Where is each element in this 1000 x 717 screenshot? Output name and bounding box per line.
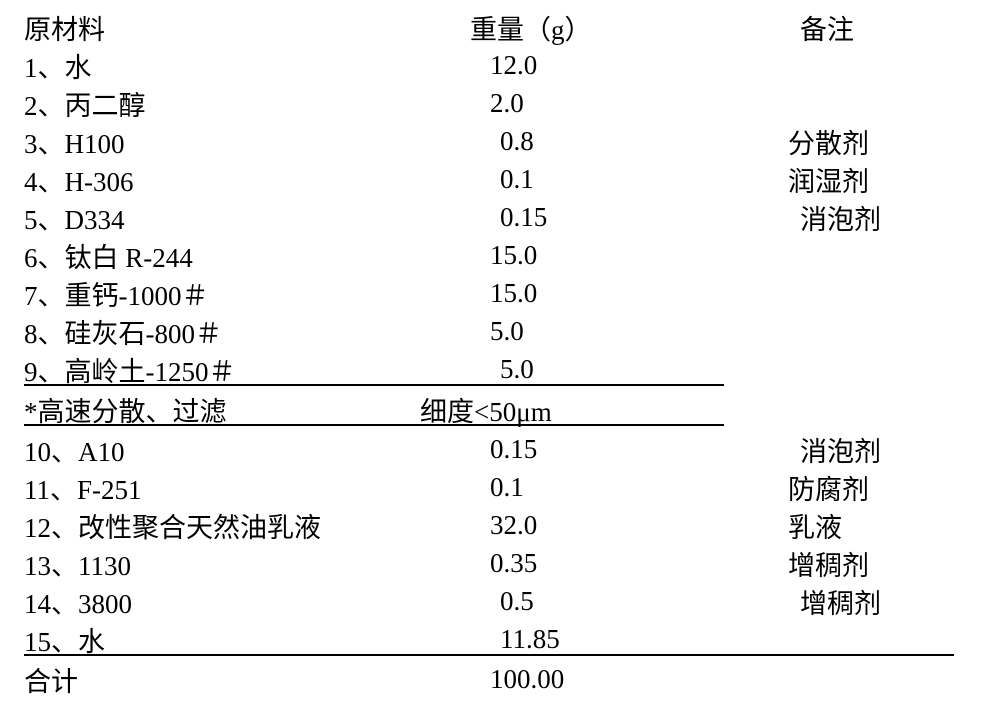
- cell-material: 12、改性聚合天然油乳液: [24, 506, 321, 545]
- cell-material: 9、高岭土-1250＃: [24, 350, 236, 389]
- cell-weight: 5.0: [490, 316, 524, 347]
- footer-rule: [24, 654, 954, 656]
- cell-material: 13、1130: [24, 544, 131, 583]
- section-row: *高速分散、过滤 细度<50μm: [0, 390, 1000, 428]
- footer-total-label: 合计: [24, 660, 78, 699]
- cell-material: 1、水: [24, 46, 92, 85]
- cell-note: 消泡剂: [800, 198, 881, 237]
- cell-note: 增稠剂: [788, 544, 869, 583]
- header-material: 原材料: [24, 8, 105, 47]
- cell-material: 8、硅灰石-800＃: [24, 312, 222, 351]
- table-row: 9、高岭土-1250＃ 5.0: [0, 350, 1000, 388]
- cell-weight: 15.0: [490, 278, 537, 309]
- table-row: 7、重钙-1000＃ 15.0: [0, 274, 1000, 312]
- cell-weight: 2.0: [490, 88, 524, 119]
- formulation-table: 原材料 重量（g） 备注 1、水 12.0 2、丙二醇 2.0 3、H100 0.8 分散剂…: [0, 0, 1000, 717]
- cell-material: 2、丙二醇: [24, 84, 146, 123]
- cell-weight: 12.0: [490, 50, 537, 81]
- cell-note: 消泡剂: [800, 430, 881, 469]
- header-weight: 重量（g）: [470, 8, 592, 47]
- header-note: 备注: [800, 8, 854, 47]
- cell-material: 14、3800: [24, 582, 132, 621]
- table-row: 14、3800 0.5 增稠剂: [0, 582, 1000, 620]
- cell-material: 4、H-306: [24, 160, 134, 199]
- cell-note: 防腐剂: [788, 468, 869, 507]
- table-row: 1、水 12.0: [0, 46, 1000, 84]
- table-row: 3、H100 0.8 分散剂: [0, 122, 1000, 160]
- table-row: 2、丙二醇 2.0: [0, 84, 1000, 122]
- cell-weight: 0.1: [500, 164, 534, 195]
- cell-material: 6、钛白 R-244: [24, 236, 193, 275]
- cell-material: 7、重钙-1000＃: [24, 274, 209, 313]
- cell-material: 10、A10: [24, 430, 125, 469]
- table-row: 8、硅灰石-800＃ 5.0: [0, 312, 1000, 350]
- cell-weight: 0.15: [500, 202, 547, 233]
- cell-material: 11、F-251: [24, 468, 142, 507]
- cell-note: 增稠剂: [800, 582, 881, 621]
- table-row: 11、F-251 0.1 防腐剂: [0, 468, 1000, 506]
- table-row: 13、1130 0.35 增稠剂: [0, 544, 1000, 582]
- cell-weight: 5.0: [500, 354, 534, 385]
- section-rule-bottom: [24, 424, 724, 426]
- cell-note: 润湿剂: [788, 160, 869, 199]
- table-header-row: 原材料 重量（g） 备注: [0, 8, 1000, 46]
- cell-weight: 0.5: [500, 586, 534, 617]
- cell-weight: 15.0: [490, 240, 537, 271]
- cell-weight: 11.85: [500, 624, 560, 655]
- cell-weight: 32.0: [490, 510, 537, 541]
- cell-weight: 0.1: [490, 472, 524, 503]
- table-row: 4、H-306 0.1 润湿剂: [0, 160, 1000, 198]
- cell-note: 分散剂: [788, 122, 869, 161]
- footer-total-value: 100.00: [490, 664, 564, 695]
- cell-material: 15、水: [24, 620, 105, 659]
- cell-note: 乳液: [788, 506, 842, 545]
- table-row: 12、改性聚合天然油乳液 32.0 乳液: [0, 506, 1000, 544]
- cell-weight: 0.35: [490, 548, 537, 579]
- footer-row: 合计 100.00: [0, 660, 1000, 698]
- cell-material: 5、D334: [24, 198, 125, 237]
- table-row: 5、D334 0.15 消泡剂: [0, 198, 1000, 236]
- table-row: 15、水 11.85: [0, 620, 1000, 658]
- cell-weight: 0.8: [500, 126, 534, 157]
- table-row: 10、A10 0.15 消泡剂: [0, 430, 1000, 468]
- cell-weight: 0.15: [490, 434, 537, 465]
- cell-material: 3、H100: [24, 122, 125, 161]
- section-fineness: 细度<50μm: [420, 390, 552, 429]
- section-process: *高速分散、过滤: [24, 390, 227, 429]
- section-rule-top: [24, 384, 724, 386]
- table-row: 6、钛白 R-244 15.0: [0, 236, 1000, 274]
